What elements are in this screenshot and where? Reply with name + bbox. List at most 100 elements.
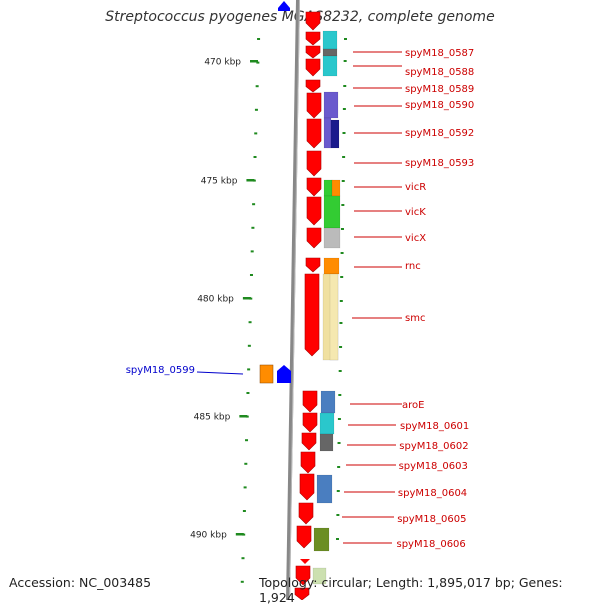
reverse-gene-arrow[interactable] [278, 1, 290, 11]
scale-label: 485 kbp [194, 413, 231, 423]
forward-gene-arrow[interactable] [304, 273, 320, 357]
forward-gene-arrow[interactable] [305, 11, 321, 31]
scale-minor-tick [253, 156, 257, 158]
scale-major-tick [242, 297, 251, 300]
scale-minor-tick [341, 180, 345, 182]
scale-minor-tick [336, 514, 340, 516]
scale-minor-tick [336, 538, 339, 540]
gene-label[interactable]: spyM18_0606 [397, 539, 466, 550]
gene-label[interactable]: rnc [405, 261, 421, 272]
gene-annotation-bar [322, 55, 338, 77]
gene-annotation-bar [323, 227, 341, 249]
forward-gene-arrow[interactable] [295, 565, 311, 586]
forward-gene-arrow[interactable] [305, 58, 321, 77]
forward-gene-arrow[interactable] [305, 31, 321, 46]
scale-minor-tick [252, 203, 256, 206]
gene-annotation-bar [330, 119, 340, 149]
accession-text: Accession: NC_003485 [9, 575, 152, 590]
gene-annotation-bar [323, 257, 340, 275]
gene-label[interactable]: spyM18_0605 [397, 514, 466, 525]
scale-minor-tick [247, 344, 251, 347]
reverse-gene-arrow[interactable] [277, 365, 291, 383]
gene-annotation-bar [259, 364, 274, 384]
forward-gene-arrow[interactable] [301, 432, 317, 451]
scale-minor-tick [249, 274, 253, 276]
forward-gene-arrow[interactable] [306, 196, 322, 226]
scale-minor-tick [342, 156, 346, 158]
scale-minor-tick [343, 85, 347, 87]
gene-annotation-bar [319, 433, 334, 452]
forward-gene-arrow[interactable] [306, 118, 322, 149]
gene-annotation-bar [316, 474, 333, 504]
forward-gene-arrow[interactable] [306, 177, 322, 197]
gene-label[interactable]: spyM18_0602 [399, 441, 468, 452]
scale-label: 475 kbp [201, 177, 238, 187]
gene-annotation-bar [313, 527, 330, 552]
gene-label[interactable]: vicX [405, 233, 426, 244]
gene-label[interactable]: spyM18_0589 [405, 84, 474, 95]
gene-annotation-bar [322, 30, 338, 50]
scale-minor-tick [343, 60, 347, 62]
forward-gene-arrow[interactable] [300, 559, 310, 564]
forward-gene-arrow[interactable] [302, 390, 318, 413]
scale-major-tick [250, 60, 258, 63]
gene-label[interactable]: aroE [402, 400, 424, 411]
scale-minor-tick [248, 321, 252, 324]
topology-text: Topology: circular; Length: 1,895,017 bp… [259, 575, 563, 605]
scale-minor-tick [247, 368, 251, 371]
gene-label[interactable]: spyM18_0590 [405, 100, 474, 111]
scale-minor-tick [336, 490, 340, 492]
gene-label-leader [196, 371, 244, 375]
gene-label[interactable]: spyM18_0593 [405, 158, 474, 169]
forward-gene-arrow[interactable] [306, 92, 322, 119]
genome-title: Streptococcus pyogenes MGAS8232, complet… [105, 9, 495, 25]
gene-label[interactable]: spyM18_0601 [400, 421, 469, 432]
forward-gene-arrow[interactable] [296, 525, 312, 549]
scale-minor-tick [344, 38, 347, 40]
forward-gene-arrow[interactable] [306, 227, 322, 249]
forward-gene-arrow[interactable] [298, 502, 314, 525]
gene-label[interactable]: vicR [405, 182, 426, 193]
scale-minor-tick [254, 108, 258, 111]
gene-label[interactable]: spyM18_0599 [126, 365, 195, 376]
scale-minor-tick [244, 462, 248, 465]
scale-major-tick [239, 415, 248, 418]
gene-label[interactable]: vicK [405, 207, 426, 218]
forward-gene-arrow[interactable] [300, 451, 316, 474]
forward-gene-arrow[interactable] [306, 150, 322, 177]
gene-label[interactable]: spyM18_0588 [405, 67, 474, 78]
gene-label[interactable]: smc [405, 313, 425, 324]
forward-gene-arrow[interactable] [302, 412, 318, 433]
scale-minor-tick [339, 300, 343, 302]
scale-minor-tick [246, 392, 250, 394]
scale-minor-tick [337, 466, 341, 468]
gene-annotation-bar [319, 412, 335, 435]
scale-label: 490 kbp [190, 531, 227, 541]
scale-minor-tick [339, 346, 343, 348]
gene-label[interactable]: spyM18_0604 [398, 488, 467, 499]
forward-gene-arrow[interactable] [305, 45, 321, 59]
gene-annotation-bar [323, 195, 341, 229]
gene-annotation-bar [323, 91, 339, 119]
gene-label[interactable]: spyM18_0587 [405, 48, 474, 59]
scale-minor-tick [339, 322, 343, 324]
scale-minor-tick [340, 252, 344, 254]
scale-major-tick [246, 179, 255, 182]
scale-minor-tick [250, 250, 254, 253]
forward-gene-arrow[interactable] [294, 587, 310, 600]
scale-minor-tick [337, 418, 341, 420]
forward-gene-arrow[interactable] [305, 257, 321, 273]
scale-minor-tick [342, 132, 346, 134]
genome-backbone-highlight [289, 0, 300, 600]
scale-minor-tick [338, 370, 342, 372]
gene-annotation-bar [322, 48, 338, 57]
scale-minor-tick [254, 132, 258, 135]
scale-minor-tick [340, 276, 344, 278]
gene-annotation-bar [320, 390, 336, 414]
forward-gene-arrow[interactable] [305, 79, 321, 93]
gene-label[interactable]: spyM18_0592 [405, 128, 474, 139]
gene-label[interactable]: spyM18_0603 [399, 461, 468, 472]
forward-gene-arrow[interactable] [299, 473, 315, 501]
scale-minor-tick [257, 38, 261, 40]
